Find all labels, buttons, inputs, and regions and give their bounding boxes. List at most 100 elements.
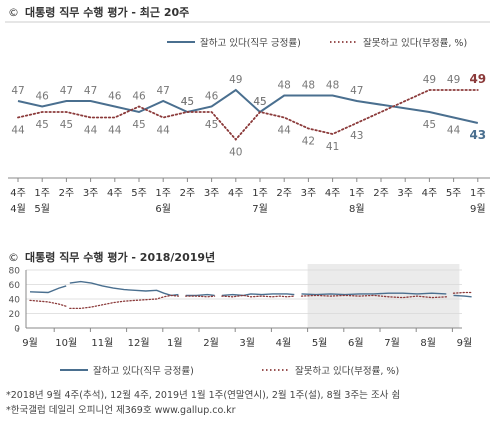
- y-tick-label: 80: [9, 267, 21, 277]
- negative-series-line: [17, 89, 479, 141]
- positive-series-line: [69, 280, 179, 297]
- positive-data-label: 46: [36, 91, 50, 103]
- negative-series-line: [185, 295, 216, 298]
- negative-data-label: 43: [350, 130, 363, 142]
- x-tick-label: 2주: [276, 188, 292, 199]
- y-tick-label: 60: [9, 281, 21, 291]
- x-tick-label: 3주: [397, 188, 413, 199]
- negative-data-label: 49: [469, 72, 486, 86]
- x-tick-label: 1주: [34, 188, 50, 199]
- positive-series-line: [29, 285, 67, 294]
- x-tick-month-label: 9월: [470, 203, 486, 215]
- x-tick-label: 4주: [325, 188, 341, 199]
- x-tick-label: 4주: [10, 188, 26, 199]
- x-tick-month-label: 7월: [252, 203, 268, 215]
- copyright-icon: ©: [8, 6, 19, 19]
- positive-data-label: 47: [11, 85, 24, 97]
- weekly-approval-chart: 잘하고 있다(직무 긍정률) 잘못하고 있다(부정률, %) 4주 4월 1주 5월 2주 3…: [5, 21, 490, 215]
- negative-data-label: 46: [132, 91, 146, 103]
- legend-label-positive: 잘하고 있다(직무 긍정률): [93, 365, 194, 377]
- negative-data-label: 45: [205, 119, 218, 131]
- positive-series-line: [453, 294, 472, 298]
- positive-data-label: 48: [302, 80, 315, 92]
- x-tick-label: 3주: [301, 188, 317, 199]
- legend-label-negative: 잘못하고 있다(부정률, %): [363, 37, 467, 49]
- negative-data-label: 44: [278, 125, 292, 137]
- footnotes: *2018년 9월 4주(추석), 12월 4주, 2019년 1월 1주(연말…: [6, 388, 400, 418]
- positive-data-label: 45: [253, 96, 266, 108]
- positive-data-label: 46: [205, 91, 219, 103]
- positive-data-label: 47: [60, 85, 73, 97]
- x-tick-label: 8월: [420, 337, 436, 349]
- positive-data-label: 47: [350, 85, 363, 97]
- positive-data-label: 43: [469, 128, 486, 142]
- x-tick-label: 10월: [55, 337, 77, 349]
- positive-series-line: [185, 293, 215, 297]
- negative-data-label: 44: [108, 125, 122, 137]
- positive-data-label: 45: [423, 119, 436, 131]
- x-tick-label: 2주: [59, 188, 75, 199]
- negative-data-label: 45: [36, 119, 49, 131]
- x-tick-label: 4주: [107, 188, 123, 199]
- x-tick-label: 5주: [446, 188, 462, 199]
- negative-series-line: [221, 294, 295, 298]
- x-tick-month-label: 4월: [10, 203, 26, 215]
- y-tick-label: 20: [9, 310, 21, 320]
- x-tick-label: 2월: [203, 337, 219, 349]
- negative-data-label: 45: [253, 96, 266, 108]
- positive-data-label: 45: [132, 119, 145, 131]
- x-tick-label: 1주: [155, 188, 171, 199]
- x-tick-label: 4월: [276, 337, 292, 349]
- positive-series-line: [301, 292, 447, 296]
- x-tick-label: 4주: [422, 188, 438, 199]
- x-tick-label: 6월: [348, 337, 364, 349]
- x-tick-label: 7월: [384, 337, 400, 349]
- x-tick-label: 12월: [128, 337, 150, 349]
- positive-data-label: 47: [84, 85, 97, 97]
- negative-data-label: 49: [447, 74, 460, 86]
- x-tick-label: 1주: [470, 188, 486, 199]
- x-tick-label: 9월: [22, 337, 38, 349]
- bottom-chart-title-text: 대통령 직무 수행 평가 - 2018/2019년: [25, 251, 216, 264]
- positive-series-line: [221, 293, 295, 297]
- x-tick-label: 2주: [373, 188, 389, 199]
- x-tick-label: 4주: [228, 188, 244, 199]
- x-tick-month-label: 8월: [349, 203, 365, 215]
- footnote: *한국갤럽 데일리 오피니언 제369호 www.gallup.co.kr: [6, 405, 236, 416]
- negative-series-line: [300, 294, 447, 299]
- x-tick-label: 2주: [180, 188, 196, 199]
- negative-data-label: 42: [302, 136, 315, 148]
- top-chart-title-text: 대통령 직무 수행 평가 - 최근 20주: [25, 6, 190, 19]
- positive-data-label: 46: [108, 91, 122, 103]
- copyright-icon: ©: [8, 251, 19, 264]
- x-tick-month-label: 5월: [34, 203, 50, 215]
- x-tick-label: 3주: [204, 188, 220, 199]
- top-chart-title: © 대통령 직무 수행 평가 - 최근 20주: [8, 4, 189, 20]
- positive-data-label: 49: [229, 74, 242, 86]
- yearly-approval-chart: 0 20 40 60 80 9월 10월 11월 12월 1월 2월 3월 4월 5월 6월 7월 8월 9월잘하…: [9, 264, 473, 377]
- positive-data-label: 44: [447, 125, 461, 137]
- x-tick-label: 9월: [457, 337, 473, 349]
- positive-data-label: 48: [326, 80, 339, 92]
- x-tick-label: 3월: [239, 337, 255, 349]
- positive-series-line: [17, 88, 479, 124]
- x-tick-label: 5주: [131, 188, 147, 199]
- negative-data-label: 45: [181, 96, 194, 108]
- negative-series-line: [69, 294, 180, 310]
- x-tick-label: 1주: [252, 188, 268, 199]
- negative-data-label: 44: [157, 125, 171, 137]
- legend-label-positive: 잘하고 있다(직무 긍정률): [200, 37, 301, 49]
- negative-data-label: 44: [11, 125, 25, 137]
- negative-data-label: 45: [60, 119, 73, 131]
- negative-data-label: 44: [84, 125, 98, 137]
- x-tick-label: 5월: [312, 337, 328, 349]
- y-tick-label: 40: [9, 296, 21, 306]
- x-tick-label: 3주: [83, 188, 99, 199]
- positive-data-label: 45: [181, 96, 194, 108]
- x-tick-label: 11월: [91, 337, 113, 349]
- x-tick-month-label: 6월: [155, 203, 171, 215]
- legend-label-negative: 잘못하고 있다(부정률, %): [295, 365, 399, 377]
- positive-data-label: 47: [157, 85, 170, 97]
- negative-series-line: [29, 299, 67, 307]
- negative-data-label: 41: [326, 141, 339, 153]
